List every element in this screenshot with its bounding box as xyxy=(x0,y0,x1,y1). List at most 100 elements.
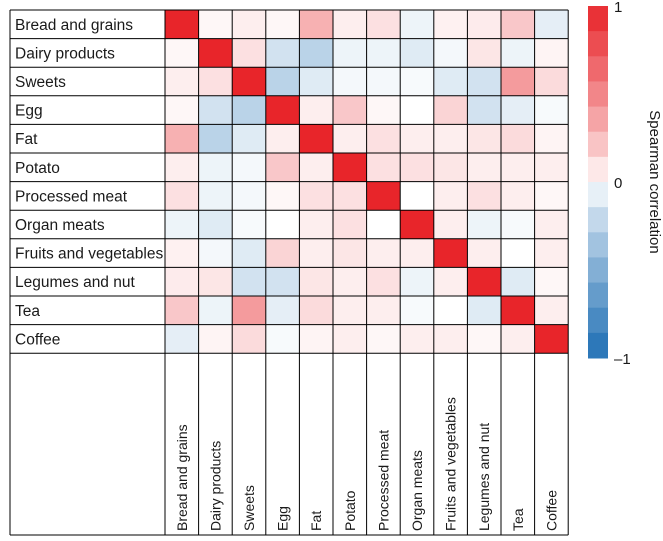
heatmap-cell xyxy=(501,10,535,39)
heatmap-cell xyxy=(400,239,434,268)
colorbar-segment xyxy=(588,157,608,183)
heatmap-cell xyxy=(467,39,501,68)
heatmap-cell xyxy=(232,182,266,211)
heatmap-cell xyxy=(232,67,266,96)
heatmap-cell xyxy=(232,296,266,325)
heatmap-cell xyxy=(266,10,300,39)
row-label: Organ meats xyxy=(15,217,105,234)
heatmap-cell xyxy=(535,267,569,296)
heatmap-cell xyxy=(400,96,434,125)
column-label: Legumes and nut xyxy=(476,423,492,531)
heatmap-cell xyxy=(501,182,535,211)
column-label: Egg xyxy=(275,506,291,531)
heatmap-cell xyxy=(535,153,569,182)
heatmap-cell xyxy=(333,96,367,125)
colorbar-segment xyxy=(588,257,608,283)
heatmap-cell xyxy=(266,67,300,96)
heatmap-cell xyxy=(299,67,333,96)
heatmap-cell xyxy=(467,96,501,125)
heatmap-cell xyxy=(367,239,401,268)
heatmap-cell xyxy=(199,10,233,39)
heatmap-cell xyxy=(333,267,367,296)
heatmap-cell xyxy=(333,182,367,211)
heatmap-cell xyxy=(199,210,233,239)
row-label: Potato xyxy=(15,160,60,177)
heatmap-cell xyxy=(434,182,468,211)
column-label: Sweets xyxy=(241,485,257,531)
colorbar-segment xyxy=(588,56,608,82)
heatmap-cell xyxy=(434,153,468,182)
heatmap-cell xyxy=(535,124,569,153)
colorbar-segment xyxy=(588,31,608,57)
heatmap-cell xyxy=(232,325,266,354)
heatmap-cell xyxy=(165,39,199,68)
heatmap-cell xyxy=(299,153,333,182)
row-label: Dairy products xyxy=(15,45,115,62)
heatmap-cell xyxy=(535,182,569,211)
heatmap-cell xyxy=(299,296,333,325)
heatmap-cell xyxy=(501,239,535,268)
heatmap-cell xyxy=(199,296,233,325)
heatmap-cell xyxy=(232,124,266,153)
heatmap-cell xyxy=(467,239,501,268)
heatmap-cell xyxy=(400,182,434,211)
heatmap-cell xyxy=(434,39,468,68)
heatmap-cell xyxy=(232,239,266,268)
column-label: Fat xyxy=(308,511,324,531)
heatmap-cell xyxy=(232,39,266,68)
heatmap-cell xyxy=(400,67,434,96)
heatmap-cell xyxy=(266,39,300,68)
heatmap-cell xyxy=(232,153,266,182)
heatmap-cell xyxy=(232,10,266,39)
heatmap-cell xyxy=(299,124,333,153)
heatmap-cell xyxy=(333,39,367,68)
heatmap-cell xyxy=(367,210,401,239)
heatmap-cell xyxy=(400,267,434,296)
heatmap-cell xyxy=(165,96,199,125)
heatmap-cell xyxy=(199,239,233,268)
heatmap-cell xyxy=(434,296,468,325)
colorbar-segment xyxy=(588,81,608,107)
colorbar-segment xyxy=(588,6,608,32)
colorbar-label: Spearman correlation xyxy=(646,110,663,253)
heatmap-cell xyxy=(400,10,434,39)
heatmap-cell xyxy=(199,325,233,354)
heatmap-cell xyxy=(165,10,199,39)
colorbar-segment xyxy=(588,107,608,133)
heatmap-cell xyxy=(434,124,468,153)
heatmap-cell xyxy=(266,325,300,354)
heatmap-cell xyxy=(535,325,569,354)
heatmap-cell xyxy=(400,124,434,153)
heatmap-cell xyxy=(467,325,501,354)
heatmap-cell xyxy=(467,267,501,296)
heatmap-cell xyxy=(266,182,300,211)
colorbar-segment xyxy=(588,333,608,359)
row-label: Fat xyxy=(15,131,38,148)
heatmap-cell xyxy=(266,267,300,296)
column-label: Processed meat xyxy=(375,430,391,531)
heatmap-cell xyxy=(501,153,535,182)
heatmap-cell xyxy=(333,124,367,153)
heatmap-cell xyxy=(367,67,401,96)
heatmap-cell xyxy=(199,96,233,125)
column-label: Dairy products xyxy=(207,441,223,531)
heatmap-cell xyxy=(501,39,535,68)
colorbar-segment xyxy=(588,207,608,233)
heatmap-cell xyxy=(299,325,333,354)
heatmap-cell xyxy=(467,296,501,325)
heatmap-cell xyxy=(165,210,199,239)
heatmap-cell xyxy=(367,96,401,125)
heatmap-cell xyxy=(199,124,233,153)
heatmap-cell xyxy=(434,267,468,296)
heatmap-cell xyxy=(434,239,468,268)
heatmap-cell xyxy=(165,182,199,211)
heatmap-cell xyxy=(467,210,501,239)
colorbar-tick-label: 0 xyxy=(614,175,622,192)
heatmap-cell xyxy=(165,296,199,325)
heatmap-cell xyxy=(434,96,468,125)
column-label: Bread and grains xyxy=(174,424,190,531)
heatmap-cell xyxy=(501,124,535,153)
heatmap-cell xyxy=(333,325,367,354)
